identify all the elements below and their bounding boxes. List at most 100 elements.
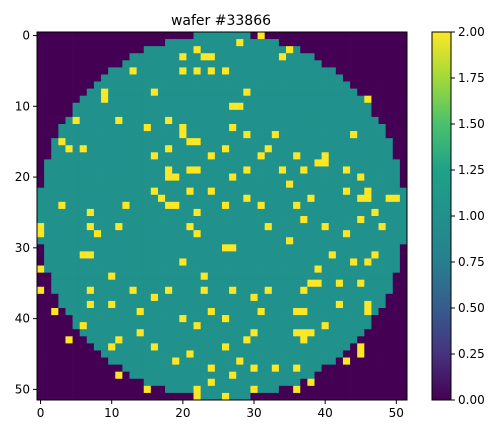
heatmap-cell xyxy=(257,322,266,330)
heatmap-cell xyxy=(37,286,45,295)
heatmap-cell xyxy=(314,67,322,75)
heatmap-cell xyxy=(58,329,66,337)
heatmap-cell xyxy=(236,343,244,351)
heatmap-cell xyxy=(236,173,244,181)
heatmap-cell xyxy=(143,265,152,273)
heatmap-cell xyxy=(264,230,273,238)
heatmap-cell xyxy=(86,187,95,196)
heatmap-cell xyxy=(101,272,109,281)
heatmap-cell xyxy=(79,293,88,302)
heatmap-cell xyxy=(179,32,187,40)
heatmap-cell xyxy=(300,308,308,316)
heatmap-cell xyxy=(136,201,145,210)
heatmap-cell xyxy=(143,343,152,351)
heatmap-cell xyxy=(108,201,116,210)
heatmap-cell xyxy=(44,293,52,302)
heatmap-cell xyxy=(58,371,66,380)
heatmap-cell xyxy=(250,67,258,75)
heatmap-cell xyxy=(357,258,365,266)
heatmap-cell xyxy=(222,67,230,75)
heatmap-cell xyxy=(271,145,280,153)
heatmap-cell xyxy=(65,180,73,189)
heatmap-cell xyxy=(335,216,344,224)
heatmap-cell xyxy=(101,180,109,189)
heatmap-cell xyxy=(214,336,223,344)
heatmap-cell xyxy=(378,392,387,401)
heatmap-cell xyxy=(157,180,166,189)
heatmap-cell xyxy=(286,208,294,217)
heatmap-cell xyxy=(321,378,330,387)
heatmap-cell xyxy=(271,357,280,365)
heatmap-cell xyxy=(357,308,365,316)
heatmap-cell xyxy=(136,293,145,302)
heatmap-cell xyxy=(264,131,273,139)
heatmap-cell xyxy=(86,286,95,295)
heatmap-cell xyxy=(44,32,52,40)
heatmap-cell xyxy=(321,322,330,330)
heatmap-cell xyxy=(236,315,244,323)
heatmap-cell xyxy=(314,60,322,68)
heatmap-cell xyxy=(222,39,230,47)
heatmap-cell xyxy=(293,392,301,401)
heatmap-cell xyxy=(264,293,273,302)
heatmap-cell xyxy=(321,265,330,273)
heatmap-cell xyxy=(222,46,230,54)
heatmap-cell xyxy=(136,95,145,104)
heatmap-cell xyxy=(72,336,81,344)
heatmap-cell xyxy=(136,109,145,118)
heatmap-cell xyxy=(51,237,59,245)
heatmap-cell xyxy=(250,392,258,401)
heatmap-cell xyxy=(58,95,66,104)
heatmap-cell xyxy=(385,244,394,252)
heatmap-cell xyxy=(172,145,180,153)
heatmap-cell xyxy=(307,102,315,111)
heatmap-cell xyxy=(207,237,216,245)
heatmap-cell xyxy=(150,293,159,302)
heatmap-cell xyxy=(79,60,88,68)
heatmap-cell xyxy=(236,265,244,273)
heatmap-cell xyxy=(243,67,251,75)
heatmap-cell xyxy=(108,286,116,295)
heatmap-cell xyxy=(72,286,81,295)
heatmap-cell xyxy=(300,201,308,210)
heatmap-cell xyxy=(86,315,95,323)
heatmap-cell xyxy=(243,81,251,89)
heatmap-cell xyxy=(115,109,123,118)
heatmap-cell xyxy=(236,138,244,146)
heatmap-cell xyxy=(101,60,109,68)
heatmap-cell xyxy=(286,364,294,373)
heatmap-cell xyxy=(150,88,159,97)
heatmap-cell xyxy=(278,187,287,196)
heatmap-cell xyxy=(342,145,351,153)
heatmap-cell xyxy=(44,166,52,174)
heatmap-cell xyxy=(257,279,266,288)
heatmap-cell xyxy=(93,258,102,266)
heatmap-cell xyxy=(51,392,59,401)
heatmap-cell xyxy=(115,60,123,68)
heatmap-cell xyxy=(93,201,102,210)
heatmap-cell xyxy=(314,109,322,118)
heatmap-cell xyxy=(72,216,81,224)
heatmap-cell xyxy=(172,208,180,217)
heatmap-cell xyxy=(193,223,202,231)
heatmap-cell xyxy=(229,392,237,401)
heatmap-cell xyxy=(392,357,401,365)
colorbar-tick-label: 1.00 xyxy=(458,209,485,223)
heatmap-cell xyxy=(250,308,258,316)
heatmap-cell xyxy=(229,300,237,309)
heatmap-cell xyxy=(314,343,322,351)
heatmap-cell xyxy=(200,39,209,47)
heatmap-cell xyxy=(136,300,145,309)
heatmap-cell xyxy=(65,74,73,82)
heatmap-cell xyxy=(357,81,365,89)
heatmap-cell xyxy=(58,343,66,351)
heatmap-cell xyxy=(278,180,287,189)
heatmap-cell xyxy=(342,208,351,217)
heatmap-cell xyxy=(214,116,223,125)
heatmap-cell xyxy=(157,81,166,89)
heatmap-cell xyxy=(44,95,52,104)
heatmap-cell xyxy=(378,237,387,245)
heatmap-cell xyxy=(165,102,173,111)
heatmap-cell xyxy=(286,300,294,309)
heatmap-cell xyxy=(243,187,251,196)
